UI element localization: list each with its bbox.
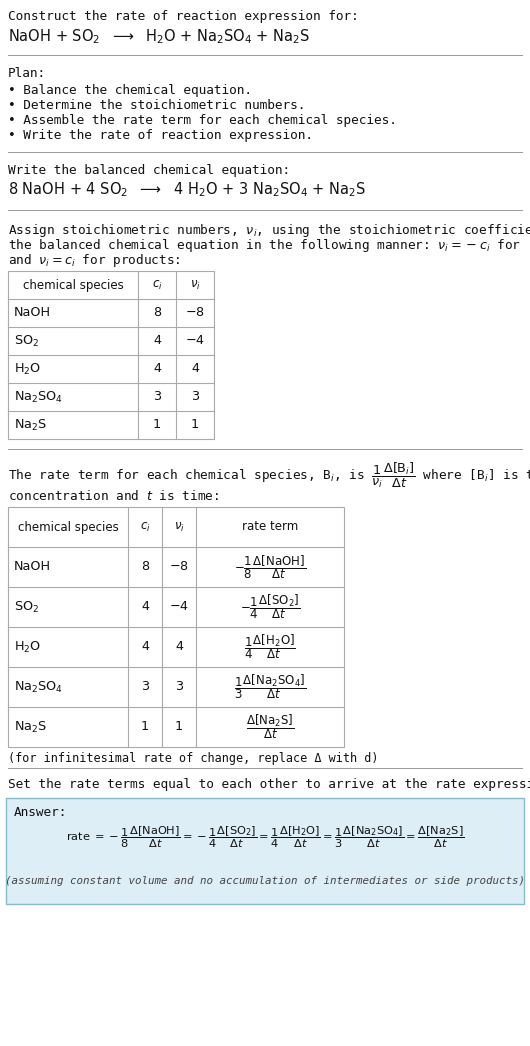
- Text: 8: 8: [153, 306, 161, 319]
- Text: chemical species: chemical species: [23, 278, 123, 292]
- Text: NaOH + SO$_2$  $\longrightarrow$  H$_2$O + Na$_2$SO$_4$ + Na$_2$S: NaOH + SO$_2$ $\longrightarrow$ H$_2$O +…: [8, 27, 311, 46]
- Text: $c_i$: $c_i$: [152, 278, 162, 292]
- Text: 3: 3: [191, 390, 199, 404]
- Text: The rate term for each chemical species, B$_i$, is $\dfrac{1}{\nu_i}\dfrac{\Delt: The rate term for each chemical species,…: [8, 461, 530, 491]
- Text: (for infinitesimal rate of change, replace Δ with d): (for infinitesimal rate of change, repla…: [8, 752, 378, 765]
- Text: Answer:: Answer:: [14, 806, 67, 819]
- Text: $-4$: $-4$: [169, 600, 189, 614]
- Text: chemical species: chemical species: [17, 521, 118, 533]
- Text: $-\dfrac{1}{4}\dfrac{\Delta[\mathrm{SO_2}]}{\Delta t}$: $-\dfrac{1}{4}\dfrac{\Delta[\mathrm{SO_2…: [240, 593, 300, 621]
- Text: • Write the rate of reaction expression.: • Write the rate of reaction expression.: [8, 129, 313, 142]
- Text: SO$_2$: SO$_2$: [14, 599, 39, 615]
- Text: 4: 4: [175, 640, 183, 654]
- Text: rate $= -\dfrac{1}{8}\dfrac{\Delta[\mathrm{NaOH}]}{\Delta t} = -\dfrac{1}{4}\dfr: rate $= -\dfrac{1}{8}\dfrac{\Delta[\math…: [66, 824, 464, 849]
- Text: Write the balanced chemical equation:: Write the balanced chemical equation:: [8, 164, 290, 177]
- Text: 8 NaOH + 4 SO$_2$  $\longrightarrow$  4 H$_2$O + 3 Na$_2$SO$_4$ + Na$_2$S: 8 NaOH + 4 SO$_2$ $\longrightarrow$ 4 H$…: [8, 180, 366, 199]
- Text: 4: 4: [153, 335, 161, 347]
- Text: Assign stoichiometric numbers, $\nu_i$, using the stoichiometric coefficients, $: Assign stoichiometric numbers, $\nu_i$, …: [8, 222, 530, 238]
- FancyBboxPatch shape: [6, 798, 524, 904]
- Text: 4: 4: [153, 363, 161, 376]
- Text: SO$_2$: SO$_2$: [14, 334, 39, 348]
- Text: concentration and $t$ is time:: concentration and $t$ is time:: [8, 488, 219, 503]
- Text: 4: 4: [141, 600, 149, 614]
- Text: 1: 1: [153, 418, 161, 432]
- Text: 4: 4: [141, 640, 149, 654]
- Text: and $\nu_i = c_i$ for products:: and $\nu_i = c_i$ for products:: [8, 252, 181, 269]
- Text: NaOH: NaOH: [14, 306, 51, 319]
- Text: Na$_2$SO$_4$: Na$_2$SO$_4$: [14, 680, 63, 695]
- Text: $\dfrac{1}{4}\dfrac{\Delta[\mathrm{H_2O}]}{\Delta t}$: $\dfrac{1}{4}\dfrac{\Delta[\mathrm{H_2O}…: [244, 633, 296, 661]
- Bar: [8, 507, 344, 747]
- Text: Construct the rate of reaction expression for:: Construct the rate of reaction expressio…: [8, 10, 359, 23]
- Text: $-4$: $-4$: [185, 335, 205, 347]
- Text: $\nu_i$: $\nu_i$: [174, 521, 184, 533]
- Text: 8: 8: [141, 561, 149, 573]
- Text: 1: 1: [141, 721, 149, 733]
- Text: (assuming constant volume and no accumulation of intermediates or side products): (assuming constant volume and no accumul…: [5, 876, 525, 886]
- Text: NaOH: NaOH: [14, 561, 51, 573]
- Text: $-8$: $-8$: [169, 561, 189, 573]
- Text: 1: 1: [175, 721, 183, 733]
- Text: 3: 3: [153, 390, 161, 404]
- Text: the balanced chemical equation in the following manner: $\nu_i = -c_i$ for react: the balanced chemical equation in the fo…: [8, 237, 530, 254]
- Text: 4: 4: [191, 363, 199, 376]
- Text: $\dfrac{\Delta[\mathrm{Na_2S}]}{\Delta t}$: $\dfrac{\Delta[\mathrm{Na_2S}]}{\Delta t…: [246, 712, 294, 742]
- Text: H$_2$O: H$_2$O: [14, 639, 41, 655]
- Text: 1: 1: [191, 418, 199, 432]
- Text: Plan:: Plan:: [8, 67, 46, 79]
- Text: 3: 3: [175, 681, 183, 693]
- Text: Na$_2$S: Na$_2$S: [14, 720, 47, 734]
- Text: Na$_2$S: Na$_2$S: [14, 417, 47, 433]
- Text: Set the rate terms equal to each other to arrive at the rate expression:: Set the rate terms equal to each other t…: [8, 778, 530, 791]
- Text: H$_2$O: H$_2$O: [14, 362, 41, 377]
- Text: • Assemble the rate term for each chemical species.: • Assemble the rate term for each chemic…: [8, 114, 397, 127]
- Text: • Determine the stoichiometric numbers.: • Determine the stoichiometric numbers.: [8, 99, 305, 112]
- Text: rate term: rate term: [242, 521, 298, 533]
- Text: Na$_2$SO$_4$: Na$_2$SO$_4$: [14, 389, 63, 405]
- Text: • Balance the chemical equation.: • Balance the chemical equation.: [8, 84, 252, 97]
- Bar: [8, 271, 214, 439]
- Text: 3: 3: [141, 681, 149, 693]
- Text: $-\dfrac{1}{8}\dfrac{\Delta[\mathrm{NaOH}]}{\Delta t}$: $-\dfrac{1}{8}\dfrac{\Delta[\mathrm{NaOH…: [234, 553, 306, 581]
- Text: $\dfrac{1}{3}\dfrac{\Delta[\mathrm{Na_2SO_4}]}{\Delta t}$: $\dfrac{1}{3}\dfrac{\Delta[\mathrm{Na_2S…: [234, 673, 306, 702]
- Text: $c_i$: $c_i$: [139, 521, 151, 533]
- Text: $-8$: $-8$: [185, 306, 205, 319]
- Text: $\nu_i$: $\nu_i$: [190, 278, 200, 292]
